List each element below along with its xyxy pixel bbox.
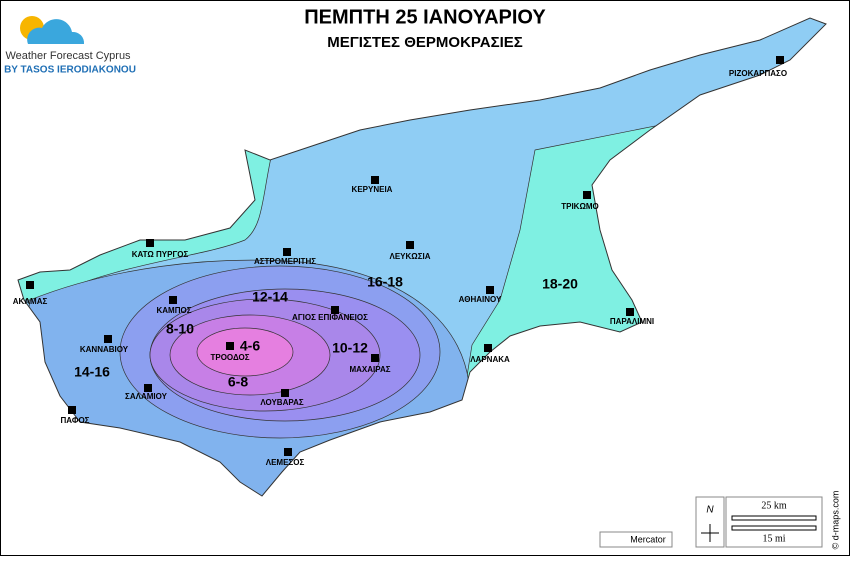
- city-label: ΚΕΡΥΝΕΙΑ: [352, 185, 393, 194]
- city-marker: [104, 335, 112, 343]
- zone-4-6: [196, 327, 294, 377]
- city-marker: [281, 389, 289, 397]
- title: ΠΕΜΠΤΗ 25 ΙΑΝΟΥΑΡΙΟΥ: [304, 6, 546, 28]
- credit: © d-maps.com: [830, 491, 840, 550]
- projection-box: [599, 531, 673, 548]
- city-label: ΛΕΜΕΣΟΣ: [266, 458, 305, 467]
- city-label: ΑΘΗΑΙΝΟΥ: [459, 295, 502, 304]
- city-marker: [371, 176, 379, 184]
- city-label: ΚΑΤΩ ΠΥΡΓΟΣ: [132, 250, 189, 259]
- city-label: ΡΙΖΟΚΑΡΠΑΣΟ: [729, 69, 787, 78]
- city-marker: [144, 384, 152, 392]
- city-marker: [68, 406, 76, 414]
- city-label: ΑΚΑΜΑΣ: [13, 297, 48, 306]
- city-label: ΑΓΙΟΣ ΕΠΙΦΑΝΕΙΟΣ: [292, 313, 368, 322]
- city-marker: [776, 56, 784, 64]
- city-label: ΑΣΤΡΟΜΕΡΙΤΗΣ: [254, 257, 316, 266]
- scale-bar: [731, 525, 817, 531]
- zone-label: 18-20: [542, 276, 578, 292]
- city-label: ΠΑΡΑΛΙΜΝΙ: [610, 317, 654, 326]
- city-label: ΛΑΡΝΑΚΑ: [470, 355, 510, 364]
- city-label: ΛΟΥΒΑΡΑΣ: [260, 398, 304, 407]
- scale-bar: [731, 515, 817, 521]
- scale-mi: 15 mi: [762, 533, 785, 544]
- north: N: [706, 505, 714, 516]
- city-label: ΛΕΥΚΩΣΙΑ: [390, 252, 431, 261]
- city-marker: [626, 308, 634, 316]
- logo-author: BY TASOS IERODIAKONOU: [4, 65, 136, 76]
- city-marker: [331, 306, 339, 314]
- scale-box: Mercator N 25 km 15 mi © d-maps.com: [599, 491, 840, 550]
- compass: [701, 524, 719, 542]
- city-marker: [169, 296, 177, 304]
- city-marker: [226, 342, 234, 350]
- city-marker: [484, 344, 492, 352]
- city-marker: [26, 281, 34, 289]
- city-marker: [284, 448, 292, 456]
- zone-label: 14-16: [74, 364, 110, 380]
- zone-label: 8-10: [166, 321, 194, 337]
- city-marker: [583, 191, 591, 199]
- city-marker: [146, 239, 154, 247]
- zone-label: 16-18: [367, 274, 403, 290]
- subtitle: ΜΕΓΙΣΤΕΣ ΘΕΡΜΟΚΡΑΣΙΕΣ: [327, 34, 523, 51]
- city-marker: [283, 248, 291, 256]
- city-label: ΜΑΧΑΙΡΑΣ: [349, 365, 390, 374]
- logo: Weather Forecast Cyprus BY TASOS IERODIA…: [4, 16, 136, 76]
- zone-label: 12-14: [252, 289, 288, 305]
- city-label: ΠΑΦΟΣ: [61, 416, 90, 425]
- city-label: ΤΡΙΚΩΜΟ: [561, 202, 599, 211]
- projection: Mercator: [630, 534, 666, 544]
- city-marker: [486, 286, 494, 294]
- city-marker: [371, 354, 379, 362]
- zone-label: 6-8: [228, 374, 248, 390]
- city-label: ΣΑΛΑΜΙΟΥ: [125, 392, 168, 401]
- zone-label: 10-12: [332, 340, 368, 356]
- scale-km: 25 km: [761, 500, 787, 511]
- scale-frame: [725, 496, 823, 548]
- city-label: ΤΡΟΟΔΟΣ: [210, 353, 249, 362]
- city-label: ΚΑΝΝΑΒΙΟΥ: [80, 345, 129, 354]
- zone-label: 4-6: [240, 338, 260, 354]
- logo-cloud: [27, 19, 85, 44]
- logo-name: Weather Forecast Cyprus: [5, 50, 131, 62]
- city-marker: [406, 241, 414, 249]
- city-label: ΚΑΜΠΟΣ: [156, 306, 191, 315]
